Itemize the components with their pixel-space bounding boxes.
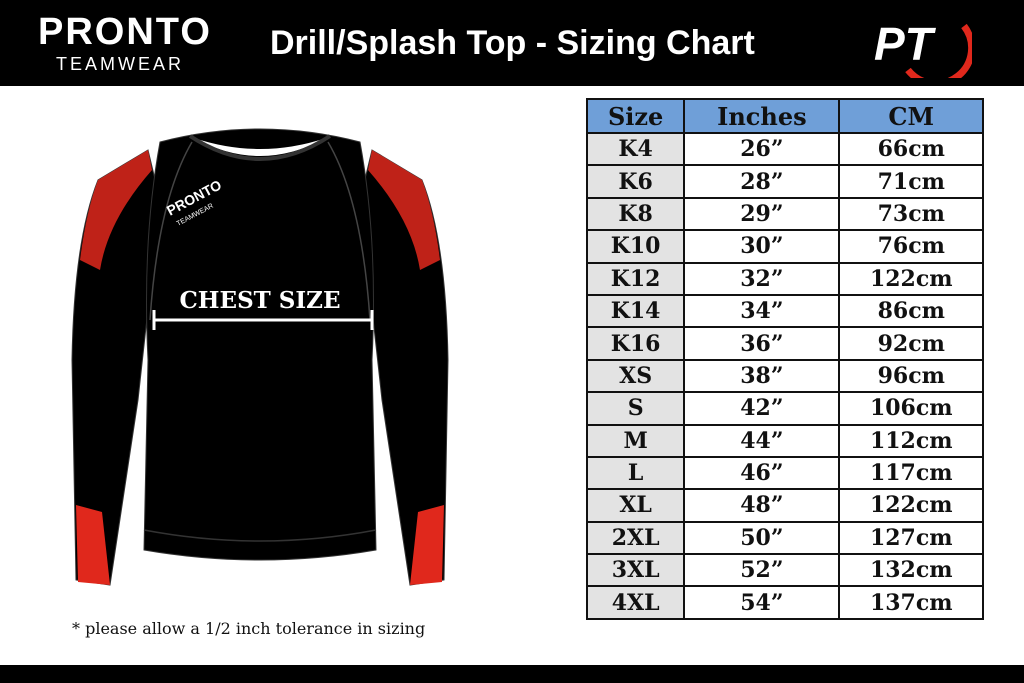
size-cell: K8	[585, 196, 686, 232]
brand-subtitle: TEAMWEAR	[56, 54, 185, 74]
inches-cell: 29”	[683, 196, 841, 232]
inches-cell: 44”	[683, 423, 841, 458]
cm-cell: 122cm	[838, 488, 984, 523]
table-row: 3XL 52” 132cm	[585, 553, 984, 588]
size-cell: K10	[585, 229, 686, 264]
size-cell: K4	[585, 131, 686, 167]
size-cell: XL	[585, 488, 686, 523]
pt-logo: PT	[868, 8, 976, 88]
size-cell: K6	[585, 164, 686, 199]
header-cm: CM	[838, 98, 984, 134]
inches-cell: 48”	[683, 488, 841, 523]
inches-cell: 36”	[683, 326, 841, 361]
cm-cell: 132cm	[838, 553, 984, 588]
size-cell: L	[585, 455, 686, 491]
size-cell: 4XL	[585, 585, 686, 620]
cm-cell: 73cm	[838, 196, 984, 232]
inches-cell: 42”	[683, 391, 841, 426]
size-cell: K16	[585, 326, 686, 361]
chest-size-label: CHEST SIZE	[180, 287, 341, 314]
table-row: K4 26” 66cm	[585, 131, 984, 167]
sizing-table: Size Inches CM K4 26” 66cm K6 28” 71cm K8 29”…	[585, 98, 984, 620]
cm-cell: 112cm	[838, 423, 984, 458]
table-row: 2XL 50” 127cm	[585, 520, 984, 556]
cm-cell: 137cm	[838, 585, 984, 620]
table-row: K14 34” 86cm	[585, 293, 984, 329]
footer-bar	[0, 665, 1024, 683]
inches-cell: 46”	[683, 455, 841, 491]
table-row: K16 36” 92cm	[585, 326, 984, 361]
inches-cell: 26”	[683, 131, 841, 167]
brand-name: PRONTO	[38, 11, 212, 53]
size-cell: 3XL	[585, 553, 686, 588]
header-bar	[0, 0, 1024, 86]
inches-cell: 30”	[683, 229, 841, 264]
size-cell: K12	[585, 261, 686, 296]
cm-cell: 117cm	[838, 455, 984, 491]
cm-cell: 86cm	[838, 293, 984, 329]
cm-cell: 122cm	[838, 261, 984, 296]
cm-cell: 127cm	[838, 520, 984, 556]
inches-cell: 34”	[683, 293, 841, 329]
table-row: 4XL 54” 137cm	[585, 585, 984, 620]
inches-cell: 50”	[683, 520, 841, 556]
table-row: S 42” 106cm	[585, 391, 984, 426]
inches-cell: 52”	[683, 553, 841, 588]
table-row: XL 48” 122cm	[585, 488, 984, 523]
size-cell: M	[585, 423, 686, 458]
size-cell: S	[585, 391, 686, 426]
pt-logo-text: PT	[874, 18, 937, 70]
table-row: XS 38” 96cm	[585, 358, 984, 394]
size-cell: 2XL	[585, 520, 686, 556]
cm-cell: 96cm	[838, 358, 984, 394]
table-row: K10 30” 76cm	[585, 229, 984, 264]
header-inches: Inches	[683, 98, 841, 134]
jersey-illustration: PRONTO TEAMWEAR CHEST SIZE	[60, 120, 460, 600]
size-cell: XS	[585, 358, 686, 394]
cm-cell: 71cm	[838, 164, 984, 199]
pt-logo-icon: PT	[874, 18, 976, 88]
cm-cell: 66cm	[838, 131, 984, 167]
header-size: Size	[585, 98, 686, 134]
table-row: K6 28” 71cm	[585, 164, 984, 199]
inches-cell: 54”	[683, 585, 841, 620]
inches-cell: 38”	[683, 358, 841, 394]
table-row: K8 29” 73cm	[585, 196, 984, 232]
tolerance-note: * please allow a 1/2 inch tolerance in s…	[72, 619, 426, 638]
cm-cell: 76cm	[838, 229, 984, 264]
inches-cell: 32”	[683, 261, 841, 296]
pronto-logo: PRONTO TEAMWEAR	[38, 12, 238, 74]
table-row: M 44” 112cm	[585, 423, 984, 458]
inches-cell: 28”	[683, 164, 841, 199]
page-title: Drill/Splash Top - Sizing Chart	[270, 24, 755, 62]
table-row: L 46” 117cm	[585, 455, 984, 491]
cm-cell: 92cm	[838, 326, 984, 361]
table-row: K12 32” 122cm	[585, 261, 984, 296]
cm-cell: 106cm	[838, 391, 984, 426]
size-cell: K14	[585, 293, 686, 329]
table-header-row: Size Inches CM	[585, 98, 984, 134]
